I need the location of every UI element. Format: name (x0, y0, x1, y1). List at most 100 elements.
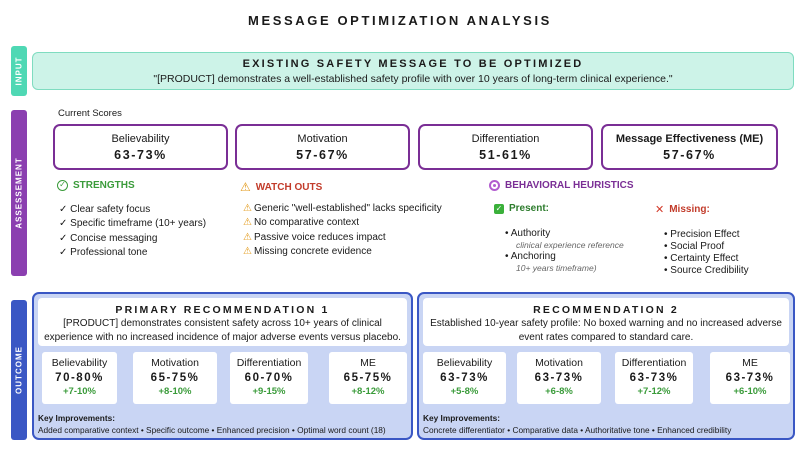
metric-value: 70-80% (55, 372, 104, 384)
recommendation-message-box: PRIMARY RECOMMENDATION 1 [PRODUCT] demon… (38, 298, 407, 346)
key-improvements-text: Added comparative context • Specific out… (38, 425, 386, 435)
input-heading: EXISTING SAFETY MESSAGE TO BE OPTIMIZED (242, 58, 584, 70)
page-title: MESSAGE OPTIMIZATION ANALYSIS (248, 13, 552, 28)
input-tab-label: INPUT (14, 56, 24, 86)
metric-delta: +7-12% (637, 386, 671, 397)
list-item: • Precision Effect (664, 229, 740, 240)
list-item: ✓ Professional tone (59, 247, 148, 259)
strengths-heading-text: STRENGTHS (73, 180, 135, 191)
list-item-note: 10+ years timeframe) (516, 263, 597, 273)
score-value: 63-73% (114, 148, 167, 162)
watch-outs-heading-text: WATCH OUTS (255, 181, 323, 193)
heuristics-heading-text: BEHAVIORAL HEURISTICS (505, 180, 634, 191)
list-item: ✓ Clear safety focus (59, 204, 151, 215)
score-name: Message Effectiveness (ME) (615, 133, 764, 145)
warning-icon: ⚠ (240, 180, 251, 194)
input-section-tab: INPUT (11, 46, 27, 96)
metric-delta: +6-8% (545, 386, 573, 397)
strengths-heading: ✓ STRENGTHS (57, 180, 135, 191)
metric-name: ME (742, 357, 758, 369)
warning-icon: ⚠ (243, 231, 252, 243)
key-improvements: Key Improvements: Added comparative cont… (38, 412, 386, 436)
score-card-believability: Believability 63-73% (53, 124, 228, 170)
metric-value: 63-73% (725, 372, 775, 384)
strengths-list: ✓ Clear safety focus ✓ Specific timefram… (59, 203, 206, 261)
warning-icon: ⚠ (243, 246, 252, 258)
metric-delta: +6-10% (733, 386, 767, 397)
metric-delta: +8-12% (351, 386, 385, 397)
present-label: Present: (509, 203, 550, 214)
current-scores-label: Current Scores (58, 108, 122, 119)
score-card-motivation: Motivation 57-67% (235, 124, 410, 170)
warning-icon: ⚠ (243, 217, 252, 229)
list-item-note: clinical experience reference (516, 240, 624, 250)
list-item: ⚠ Missing concrete evidence (243, 246, 372, 258)
metric-card-me: ME 65-75% +8-12% (329, 352, 407, 404)
metric-name: Differentiation (236, 357, 302, 369)
recommendation-message: [PRODUCT] demonstrates consistent safety… (44, 318, 401, 343)
metric-delta: +5-8% (450, 386, 479, 397)
present-heading: ✓ Present: (494, 203, 549, 214)
warning-icon: ⚠ (243, 203, 252, 214)
watch-outs-list: ⚠ Generic "well-established" lacks specif… (243, 202, 442, 260)
recommendation-title: RECOMMENDATION 2 (533, 304, 679, 316)
metric-card-motivation: Motivation 63-73% +6-8% (517, 352, 601, 404)
metric-card-differentiation: Differentiation 60-70% +9-15% (230, 352, 308, 404)
watch-outs-heading: ⚠ WATCH OUTS (240, 180, 322, 194)
score-value: 57-67% (663, 148, 716, 162)
metric-card-believability: Believability 70-80% +7-10% (42, 352, 117, 404)
metric-value: 65-75% (150, 372, 200, 384)
metric-value: 60-70% (244, 372, 294, 384)
list-item: • Certainty Effect (664, 253, 739, 264)
list-item: ⚠ No comparative context (243, 217, 360, 229)
target-icon (489, 180, 500, 191)
assessment-tab-label: ASSESSEMENT (14, 157, 24, 229)
score-value: 51-61% (479, 148, 532, 162)
present-heuristics-list: • Authority clinical experience referenc… (505, 228, 624, 274)
list-item: ✓ Concise messaging (59, 232, 158, 244)
assessment-section-tab: ASSESSEMENT (11, 110, 27, 276)
list-item: • Source Credibility (664, 265, 749, 276)
score-name: Differentiation (471, 133, 540, 145)
metric-name: Believability (51, 357, 108, 369)
list-item: • Anchoring (505, 251, 556, 262)
checkbox-icon: ✓ (494, 203, 504, 214)
key-improvements: Key Improvements: Concrete differentiato… (423, 412, 731, 436)
recommendation-message-box: RECOMMENDATION 2 Established 10-year saf… (423, 298, 789, 346)
score-card-message-effectiveness: Message Effectiveness (ME) 57-67% (601, 124, 778, 170)
metric-value: 63-73% (629, 372, 679, 384)
metric-name: Motivation (151, 357, 199, 369)
list-item: ⚠ Generic "well-established" lacks specif… (243, 203, 442, 214)
check-circle-icon: ✓ (57, 180, 68, 191)
score-name: Motivation (297, 133, 348, 145)
score-value: 57-67% (296, 148, 349, 162)
key-improvements-label: Key Improvements: (423, 413, 501, 423)
metric-card-motivation: Motivation 65-75% +8-10% (133, 352, 217, 404)
metric-name: Differentiation (621, 357, 687, 369)
recommendation-message: Established 10-year safety profile: No b… (430, 318, 782, 343)
recommendation-2-panel: RECOMMENDATION 2 Established 10-year saf… (417, 292, 795, 440)
outcome-tab-label: OUTCOME (14, 346, 24, 394)
score-name: Believability (111, 133, 170, 145)
behavioral-heuristics-heading: BEHAVIORAL HEURISTICS (489, 180, 634, 191)
metric-value: 63-73% (534, 372, 584, 384)
metric-card-differentiation: Differentiation 63-73% +7-12% (615, 352, 693, 404)
metric-name: Motivation (535, 357, 583, 369)
metric-delta: +8-10% (158, 386, 192, 397)
outcome-section-tab: OUTCOME (11, 300, 27, 440)
list-item: • Social Proof (664, 241, 725, 252)
list-item: ✓ Specific timeframe (10+ years) (59, 218, 207, 230)
x-icon: ✕ (655, 204, 665, 216)
metric-delta: +9-15% (252, 386, 286, 397)
metric-value: 63-73% (440, 372, 489, 384)
metric-value: 65-75% (343, 372, 393, 384)
key-improvements-label: Key Improvements: (38, 413, 116, 423)
missing-heuristics-list: • Precision Effect • Social Proof • Cert… (664, 229, 749, 277)
recommendation-title: PRIMARY RECOMMENDATION 1 (115, 304, 330, 316)
input-message-box: EXISTING SAFETY MESSAGE TO BE OPTIMIZED … (32, 52, 794, 90)
metric-delta: +7-10% (62, 386, 96, 397)
list-item: ⚠ Passive voice reduces impact (243, 231, 386, 243)
key-improvements-text: Concrete differentiator • Comparative da… (423, 425, 732, 435)
metric-name: ME (360, 357, 376, 369)
primary-recommendation-panel: PRIMARY RECOMMENDATION 1 [PRODUCT] demon… (32, 292, 413, 440)
